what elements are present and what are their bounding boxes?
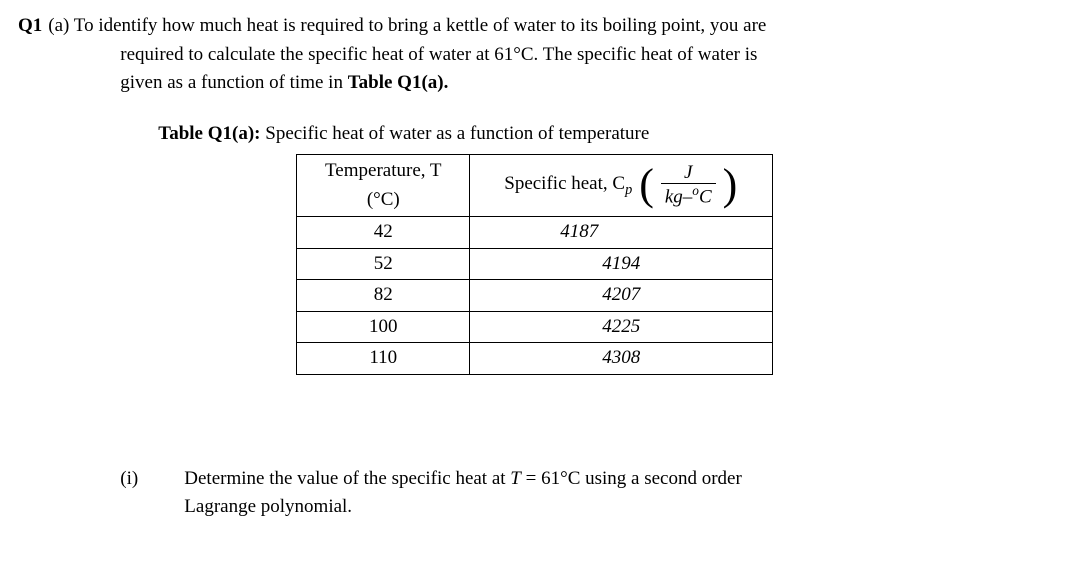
den-c: C bbox=[699, 187, 712, 208]
cell-cp: 4194 bbox=[470, 248, 773, 280]
cell-temp: 82 bbox=[297, 280, 470, 312]
question-line2: required to calculate the specific heat … bbox=[120, 41, 1063, 70]
sub-line1b: = 61°C using a second order bbox=[521, 468, 742, 489]
unit-fraction: J kg–oC bbox=[661, 163, 716, 207]
question-line3: given as a function of time in Table Q1(… bbox=[120, 69, 1063, 98]
col2-sub: p bbox=[625, 182, 632, 198]
text-line1: To identify how much heat is required to… bbox=[74, 15, 767, 36]
col1-line1: Temperature, T bbox=[303, 157, 463, 186]
table-row: 110 4308 bbox=[297, 343, 773, 375]
sub-line1a: Determine the value of the specific heat… bbox=[184, 468, 510, 489]
caption-bold: Table Q1(a): bbox=[158, 123, 260, 144]
cell-cp: 4187 bbox=[470, 217, 773, 249]
table-header-row: Temperature, T (°C) Specific heat, Cp ( … bbox=[297, 155, 773, 217]
cell-temp: 42 bbox=[297, 217, 470, 249]
cell-temp: 100 bbox=[297, 311, 470, 343]
subpart-row: (i) Determine the value of the specific … bbox=[120, 465, 1063, 522]
question-line1: (a) To identify how much heat is require… bbox=[48, 12, 1063, 41]
col2-text: Specific heat, C bbox=[504, 173, 625, 194]
cell-cp: 4225 bbox=[470, 311, 773, 343]
sub-line2: Lagrange polynomial. bbox=[184, 496, 352, 517]
table-row: 42 4187 bbox=[297, 217, 773, 249]
caption-rest: Specific heat of water as a function of … bbox=[261, 123, 650, 144]
left-paren-icon: ( bbox=[639, 163, 654, 207]
question-body: (a) To identify how much heat is require… bbox=[48, 12, 1063, 522]
text-line3-bold: Table Q1(a). bbox=[348, 72, 449, 93]
col2-lead: Specific heat, Cp bbox=[504, 170, 632, 201]
table-row: 100 4225 bbox=[297, 311, 773, 343]
text-line3-a: given as a function of time in bbox=[120, 72, 347, 93]
col-header-temperature: Temperature, T (°C) bbox=[297, 155, 470, 217]
specific-heat-table: Temperature, T (°C) Specific heat, Cp ( … bbox=[296, 154, 773, 375]
sub-tvar: T bbox=[510, 468, 521, 489]
cell-cp: 4308 bbox=[470, 343, 773, 375]
den-kg: kg– bbox=[665, 187, 692, 208]
right-paren-icon: ) bbox=[723, 163, 738, 207]
question-label: Q1 bbox=[18, 12, 42, 522]
table-row: 82 4207 bbox=[297, 280, 773, 312]
part-letter: (a) bbox=[48, 15, 69, 36]
frac-den: kg–oC bbox=[661, 183, 716, 207]
question-block: Q1 (a) To identify how much heat is requ… bbox=[18, 12, 1063, 522]
subpart-text: Determine the value of the specific heat… bbox=[184, 465, 1063, 522]
table-row: 52 4194 bbox=[297, 248, 773, 280]
q-num: Q1 bbox=[18, 15, 42, 36]
col1-line2: (°C) bbox=[303, 186, 463, 215]
den-deg: o bbox=[692, 183, 699, 198]
subpart-label: (i) bbox=[120, 465, 184, 522]
table-wrap: Temperature, T (°C) Specific heat, Cp ( … bbox=[296, 154, 1063, 375]
col2-inner: Specific heat, Cp ( J kg–oC ) bbox=[476, 163, 766, 207]
cell-cp: 4207 bbox=[470, 280, 773, 312]
table-caption: Table Q1(a): Specific heat of water as a… bbox=[158, 120, 1063, 149]
cell-temp: 110 bbox=[297, 343, 470, 375]
frac-num: J bbox=[680, 163, 696, 183]
cell-temp: 52 bbox=[297, 248, 470, 280]
col-header-specific-heat: Specific heat, Cp ( J kg–oC ) bbox=[470, 155, 773, 217]
